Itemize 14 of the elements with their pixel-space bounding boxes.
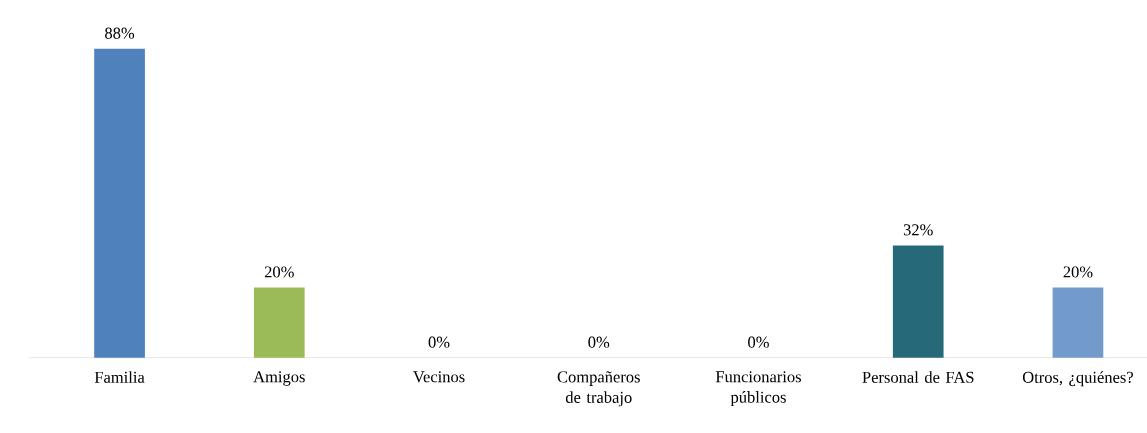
data-label: 20% [1063,266,1093,278]
data-label: 0% [588,336,610,348]
x-tick-label: Funcionarios públicos [715,371,802,407]
x-tick-label: Amigos [253,371,305,386]
data-label: 32% [903,224,933,236]
x-tick-label: Vecinos [413,371,465,383]
x-tick-label: Compañeros de trabajo [557,371,640,407]
data-label: 88% [105,27,135,39]
data-label: 0% [428,336,450,348]
data-label: 20% [264,266,294,278]
x-tick-label: Familia [94,371,145,383]
x-tick-label: Otros, ¿quiénes? [1022,371,1133,387]
x-tick-label: Personal de FAS [862,371,974,383]
data-label: 0% [748,336,769,348]
